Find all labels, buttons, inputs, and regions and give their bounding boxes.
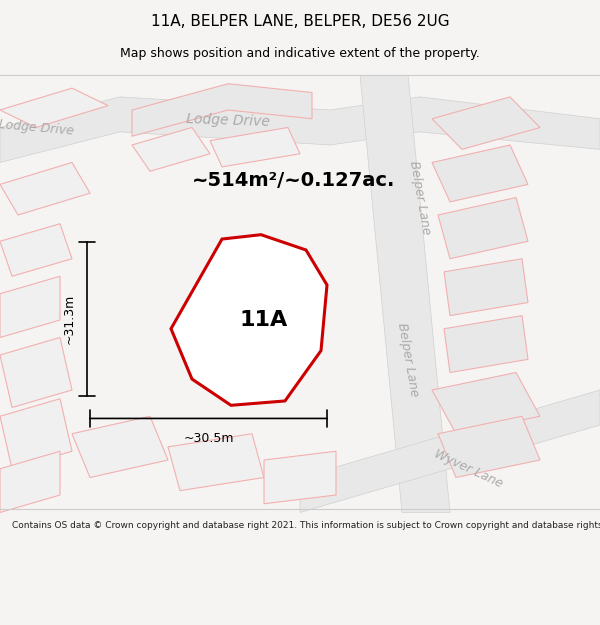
Polygon shape — [0, 276, 60, 338]
Polygon shape — [171, 235, 327, 406]
Polygon shape — [0, 451, 60, 512]
Text: Lodge Drive: Lodge Drive — [0, 118, 74, 138]
Polygon shape — [72, 416, 168, 478]
Polygon shape — [264, 451, 336, 504]
Text: ~30.5m: ~30.5m — [183, 432, 234, 444]
Polygon shape — [300, 390, 600, 512]
Polygon shape — [132, 127, 210, 171]
Text: Lodge Drive: Lodge Drive — [186, 112, 270, 129]
Text: Contains OS data © Crown copyright and database right 2021. This information is : Contains OS data © Crown copyright and d… — [12, 521, 600, 531]
Polygon shape — [438, 198, 528, 259]
Text: Wyver Lane: Wyver Lane — [431, 447, 505, 491]
Polygon shape — [0, 162, 90, 215]
Polygon shape — [168, 434, 264, 491]
Text: 11A, BELPER LANE, BELPER, DE56 2UG: 11A, BELPER LANE, BELPER, DE56 2UG — [151, 14, 449, 29]
Polygon shape — [432, 145, 528, 202]
Polygon shape — [444, 316, 528, 372]
Polygon shape — [0, 399, 72, 469]
Text: Belper Lane: Belper Lane — [407, 159, 433, 236]
Text: 11A: 11A — [240, 310, 288, 330]
Polygon shape — [0, 97, 600, 162]
Polygon shape — [0, 224, 72, 276]
Text: Belper Lane: Belper Lane — [395, 321, 421, 398]
Polygon shape — [0, 338, 72, 408]
Polygon shape — [132, 84, 312, 136]
Polygon shape — [432, 372, 540, 434]
Text: ~31.3m: ~31.3m — [62, 294, 76, 344]
Polygon shape — [432, 97, 540, 149]
Text: ~514m²/~0.127ac.: ~514m²/~0.127ac. — [192, 171, 395, 189]
Polygon shape — [444, 259, 528, 316]
Polygon shape — [210, 127, 300, 167]
Text: Map shows position and indicative extent of the property.: Map shows position and indicative extent… — [120, 48, 480, 61]
Polygon shape — [360, 75, 450, 512]
Polygon shape — [192, 276, 288, 346]
Polygon shape — [438, 416, 540, 478]
Polygon shape — [0, 88, 108, 127]
